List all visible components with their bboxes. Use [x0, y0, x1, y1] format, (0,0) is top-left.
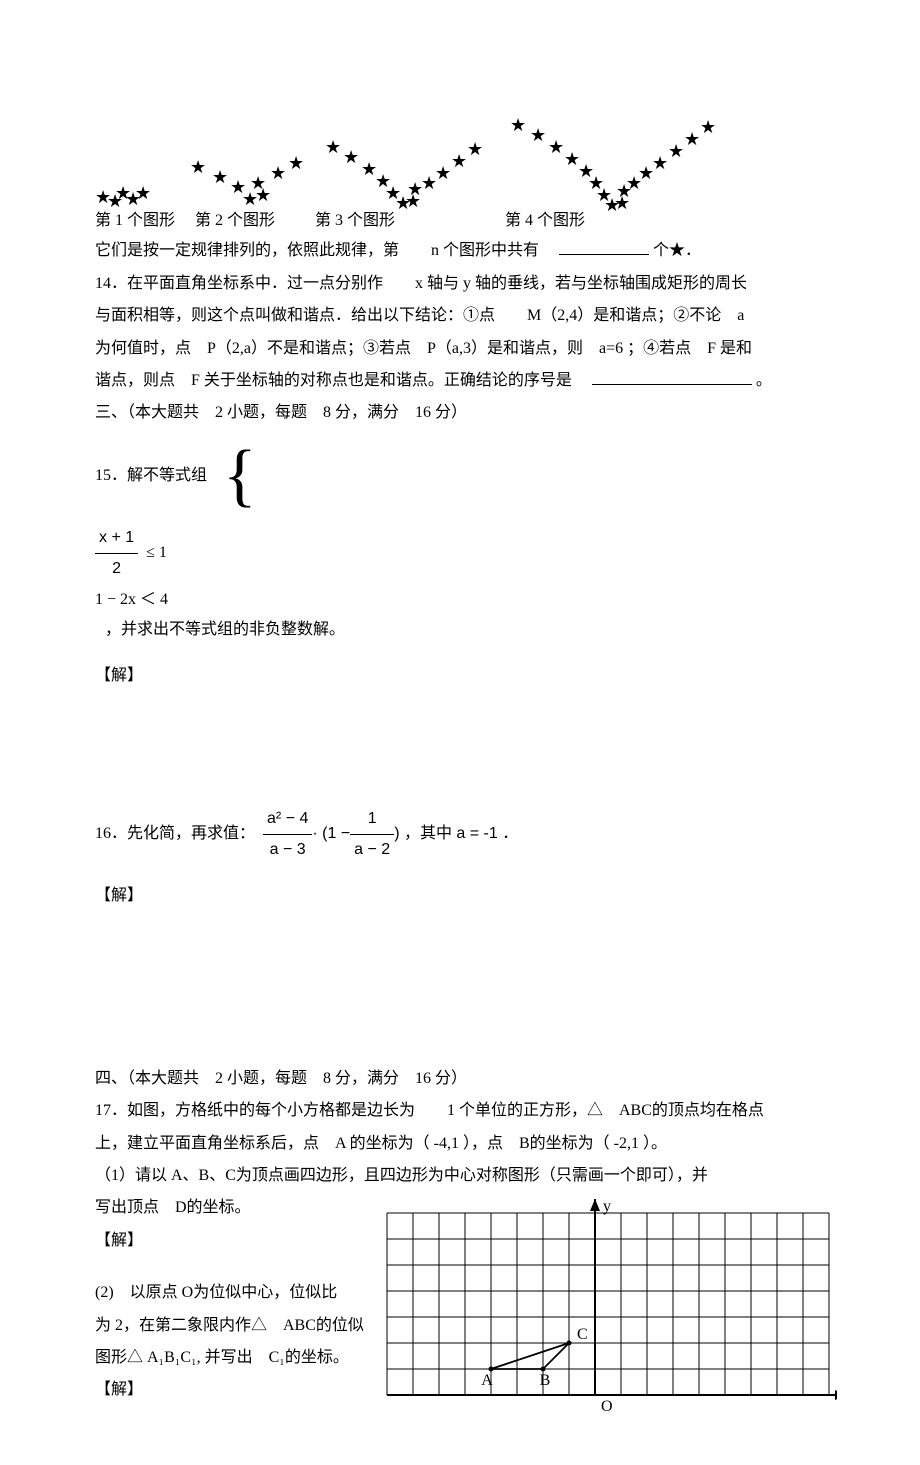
svg-text:A: A [481, 1372, 493, 1389]
star-icon: ★ [684, 122, 700, 156]
q17-p1-jie: 【解】 [95, 1226, 365, 1256]
star-icon: ★ [530, 118, 546, 152]
q13-blank [559, 239, 649, 255]
star-icon: ★ [190, 150, 206, 184]
q13-body: 它们是按一定规律排列的，依照此规律，第 n 个图形中共有 [95, 242, 555, 259]
figure-labels: 第 1 个图形 第 2 个图形 第 3 个图形 第 4 个图形 [95, 206, 825, 236]
q16-workspace [95, 914, 825, 1064]
fig4-label: 第 4 个图形 [505, 206, 585, 236]
star-icon: ★ [288, 146, 304, 180]
q15: 15．解不等式组 { [95, 441, 825, 511]
star-icon: ★ [451, 144, 467, 178]
star-group-3: ★★★★★★★★★★★★ [325, 100, 485, 200]
q17-p1-space [95, 1258, 365, 1278]
q15-jie: 【解】 [95, 661, 825, 691]
star-patterns: ★★★★★★★★★★★★★★★★★★★★★★★★★★★★★★★★★★★★★★★★… [95, 90, 825, 200]
star-icon: ★ [270, 156, 286, 190]
q16-f1-den: a − 3 [263, 835, 312, 865]
q17-p2c: 图形△ A₁B₁C₁, 并写出 C₁的坐标。 [95, 1343, 365, 1373]
star-icon: ★ [435, 156, 451, 190]
q16-frac1: a² − 4 a − 3 [263, 804, 312, 866]
star-icon: ★ [700, 110, 716, 144]
star-icon: ★ [212, 160, 228, 194]
q17-p2a: (2) 以原点 O为位似中心，位似比 [95, 1278, 365, 1308]
star-group-4: ★★★★★★★★★★★★★★★★ [510, 100, 710, 200]
coordinate-grid: yxOABC [377, 1193, 837, 1424]
star-icon: ★ [250, 166, 266, 200]
section3-header: 三、（本大题共 2 小题，每题 8 分，满分 16 分） [95, 398, 825, 428]
svg-text:y: y [603, 1198, 611, 1215]
svg-text:O: O [601, 1398, 613, 1413]
q17-l4: 写出顶点 D的坐标。 [95, 1193, 365, 1223]
star-icon: ★ [668, 134, 684, 168]
q16-prefix: 16．先化简，再求值： [95, 819, 263, 849]
q16-tail: ) ，其中 a = -1 ． [394, 819, 518, 849]
ineq-line2: 1 − 2x ＜ 4 [95, 585, 825, 615]
star-group-2: ★★★★★★★★ [190, 100, 300, 200]
q15-suffix: ，并求出不等式组的非负整数解。 [105, 621, 345, 638]
q14-l1: 14．在平面直角坐标系中．过一点分别作 x 轴与 y 轴的垂线，若与坐标轴围成矩… [95, 269, 825, 299]
q17-l3: （1）请以 A、B、C为顶点画四边形，且四边形为中心对称图形（只需画一个即可），… [95, 1161, 825, 1191]
inequality-system: { [223, 441, 259, 511]
svg-text:B: B [540, 1372, 551, 1389]
q17-p2b: 为 2，在第二象限内作△ ABC的位似 [95, 1311, 365, 1341]
star-icon: ★ [135, 176, 151, 210]
star-icon: ★ [652, 146, 668, 180]
q13-text: 它们是按一定规律排列的，依照此规律，第 n 个图形中共有 个★． [95, 236, 825, 266]
left-brace-icon: { [223, 441, 257, 511]
q15-workspace [95, 694, 825, 804]
q17-p2-jie: 【解】 [95, 1375, 365, 1405]
section4-header: 四、（本大题共 2 小题，每题 8 分，满分 16 分） [95, 1064, 825, 1094]
ineq1-rel: ≤ 1 [146, 544, 167, 561]
q17-l1: 17．如图，方格纸中的每个小方格都是边长为 1 个单位的正方形，△ ABC的顶点… [95, 1096, 825, 1126]
q14-l4-body: 谐点，则点 F 关于坐标轴的对称点也是和谐点。正确结论的序号是 [95, 372, 588, 389]
q16-f2-num: 1 [350, 804, 394, 835]
q13-tail: 个★． [653, 242, 701, 259]
q16-f1-num: a² − 4 [263, 804, 312, 835]
q16-jie: 【解】 [95, 881, 825, 911]
q16-f2-den: a − 2 [350, 835, 394, 865]
ineq1-num: x + 1 [95, 523, 138, 554]
q14-l3: 为何值时，点 P（2,a）不是和谐点；③若点 P（a,3）是和谐点，则 a=6 … [95, 334, 825, 364]
svg-text:C: C [577, 1326, 588, 1343]
star-icon: ★ [548, 130, 564, 164]
q16-frac2: 1 a − 2 [350, 804, 394, 866]
q14-l4-tail: 。 [756, 372, 772, 389]
ineq1-den: 2 [95, 554, 138, 584]
star-icon: ★ [325, 130, 341, 164]
q14-blank [592, 369, 752, 385]
q17-l2: 上，建立平面直角坐标系后，点 A 的坐标为（ -4,1 ），点 B的坐标为（ -… [95, 1129, 825, 1159]
star-icon: ★ [510, 108, 526, 142]
star-icon: ★ [343, 140, 359, 174]
q14-l4: 谐点，则点 F 关于坐标轴的对称点也是和谐点。正确结论的序号是 。 [95, 366, 825, 396]
q16: 16．先化简，再求值： a² − 4 a − 3 · (1 − 1 a − 2 … [95, 804, 825, 866]
q14-l2: 与面积相等，则这个点叫做和谐点．给出以下结论：①点 M（2,4）是和谐点；②不论… [95, 301, 825, 331]
star-group-1: ★★★★★ [95, 100, 165, 200]
q16-mid: · (1 − [312, 819, 350, 849]
ineq-line1: x + 1 2 ≤ 1 [95, 523, 825, 585]
star-icon: ★ [467, 132, 483, 166]
q15-prefix: 15．解不等式组 [95, 461, 223, 491]
